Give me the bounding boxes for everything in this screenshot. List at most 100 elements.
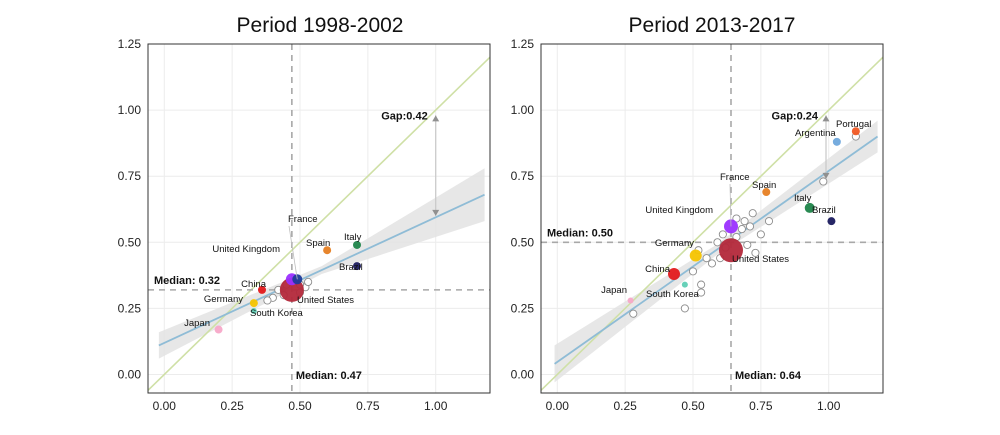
x-tick-label: 0.50: [288, 399, 312, 413]
y-tick-label: 1.25: [511, 37, 535, 51]
plot-frame: [540, 43, 884, 394]
country-point-japan: [214, 325, 223, 334]
median-x-label: Median: 0.64: [735, 370, 802, 382]
plot-frame: [147, 43, 491, 394]
y-tick-label: 0.75: [118, 169, 142, 183]
other-country-point: [702, 254, 711, 263]
gap-arrow-up: [822, 115, 830, 122]
gap-arrow-up: [432, 115, 440, 122]
other-country-point: [756, 230, 765, 239]
country-label-united-kingdom: United Kingdom: [212, 244, 280, 255]
country-point-italy: [353, 240, 361, 249]
country-label-united-states: United States: [297, 295, 354, 306]
x-tick-label: 0.00: [153, 399, 177, 413]
y-tick-label: 1.00: [118, 103, 142, 117]
gap-label: Gap:0.42: [381, 110, 427, 122]
other-country-point: [304, 277, 313, 287]
y-tick-label: 0.25: [511, 301, 535, 315]
country-label-south-korea: South Korea: [250, 308, 304, 319]
diagonal-line: [147, 56, 491, 391]
country-point-germany: [689, 249, 702, 262]
country-label-argentina: Argentina: [795, 128, 836, 139]
country-point-portugal: [851, 127, 860, 136]
country-label-china: China: [645, 264, 671, 275]
other-country-point: [697, 288, 706, 297]
other-country-point: [263, 296, 272, 305]
confidence-band: [158, 168, 485, 359]
other-country-point: [819, 177, 828, 186]
country-point-spain: [323, 246, 332, 255]
country-label-japan: Japan: [601, 285, 627, 296]
other-country-point: [764, 217, 774, 226]
y-tick-label: 0.75: [511, 169, 535, 183]
country-point-brazil: [827, 217, 836, 226]
country-point-argentina: [832, 137, 841, 146]
country-label-united-states: United States: [732, 254, 789, 265]
regression-line: [158, 193, 485, 347]
other-country-point: [688, 267, 698, 276]
country-label-brazil: Brazil: [812, 205, 836, 216]
other-country-point: [745, 222, 755, 231]
median-y-label: Median: 0.50: [547, 227, 613, 239]
other-country-point: [718, 230, 727, 239]
gap-arrow-down: [432, 209, 440, 216]
country-point-brazil: [353, 262, 361, 271]
y-tick-label: 0.25: [118, 301, 142, 315]
country-label-italy: Italy: [794, 193, 812, 204]
other-country-point: [737, 225, 746, 234]
country-label-france: France: [720, 172, 750, 183]
x-tick-label: 0.25: [220, 399, 244, 413]
country-label-italy: Italy: [344, 232, 362, 243]
x-tick-label: 0.75: [356, 399, 380, 413]
median-y-label: Median: 0.32: [154, 275, 220, 287]
chart-title: Period 1998-2002: [237, 14, 404, 37]
y-tick-label: 1.25: [118, 37, 142, 51]
x-tick-label: 0.50: [681, 399, 705, 413]
country-point-germany: [249, 299, 258, 308]
country-label-spain: Spain: [306, 238, 330, 249]
leader-line: [288, 225, 298, 280]
gap-label: Gap:0.24: [772, 110, 819, 122]
x-tick-label: 0.25: [613, 399, 637, 413]
y-tick-label: 0.00: [511, 367, 535, 381]
other-country-point: [713, 238, 722, 247]
country-label-brazil: Brazil: [339, 262, 363, 273]
median-x-label: Median: 0.47: [296, 370, 362, 382]
country-label-united-kingdom: United Kingdom: [645, 205, 713, 216]
leader-line: [729, 183, 732, 227]
x-tick-label: 0.00: [546, 399, 570, 413]
diagonal-line: [540, 56, 884, 391]
other-country-point: [751, 248, 760, 257]
country-point-united-states: [719, 238, 743, 263]
country-label-portugal: Portugal: [836, 119, 871, 130]
country-label-china: China: [241, 279, 267, 290]
country-label-germany: Germany: [655, 238, 694, 249]
other-country-point: [707, 259, 717, 268]
x-tick-label: 0.75: [749, 399, 773, 413]
country-label-south-korea: South Korea: [646, 289, 700, 300]
other-country-point: [740, 217, 749, 226]
other-country-point: [629, 309, 638, 318]
country-point-france: [762, 188, 771, 197]
country-label-germany: Germany: [204, 294, 243, 305]
country-label-spain: Spain: [752, 180, 776, 191]
x-tick-label: 1.00: [424, 399, 448, 413]
other-country-point: [748, 209, 757, 218]
other-country-point: [697, 280, 706, 289]
country-point-south-korea: [250, 308, 257, 315]
chart-title: Period 2013-2017: [629, 14, 796, 37]
country-point-italy: [804, 202, 815, 213]
y-tick-label: 1.00: [511, 103, 535, 117]
country-point-south-korea: [681, 281, 688, 288]
country-label-japan: Japan: [184, 318, 210, 329]
country-point-japan: [627, 297, 634, 304]
other-country-point: [743, 240, 752, 249]
x-tick-label: 1.00: [817, 399, 841, 413]
gap-arrow-down: [822, 172, 830, 179]
other-country-point: [680, 304, 689, 313]
y-tick-label: 0.50: [511, 235, 535, 249]
country-label-france: France: [288, 214, 318, 225]
y-tick-label: 0.50: [118, 235, 142, 249]
